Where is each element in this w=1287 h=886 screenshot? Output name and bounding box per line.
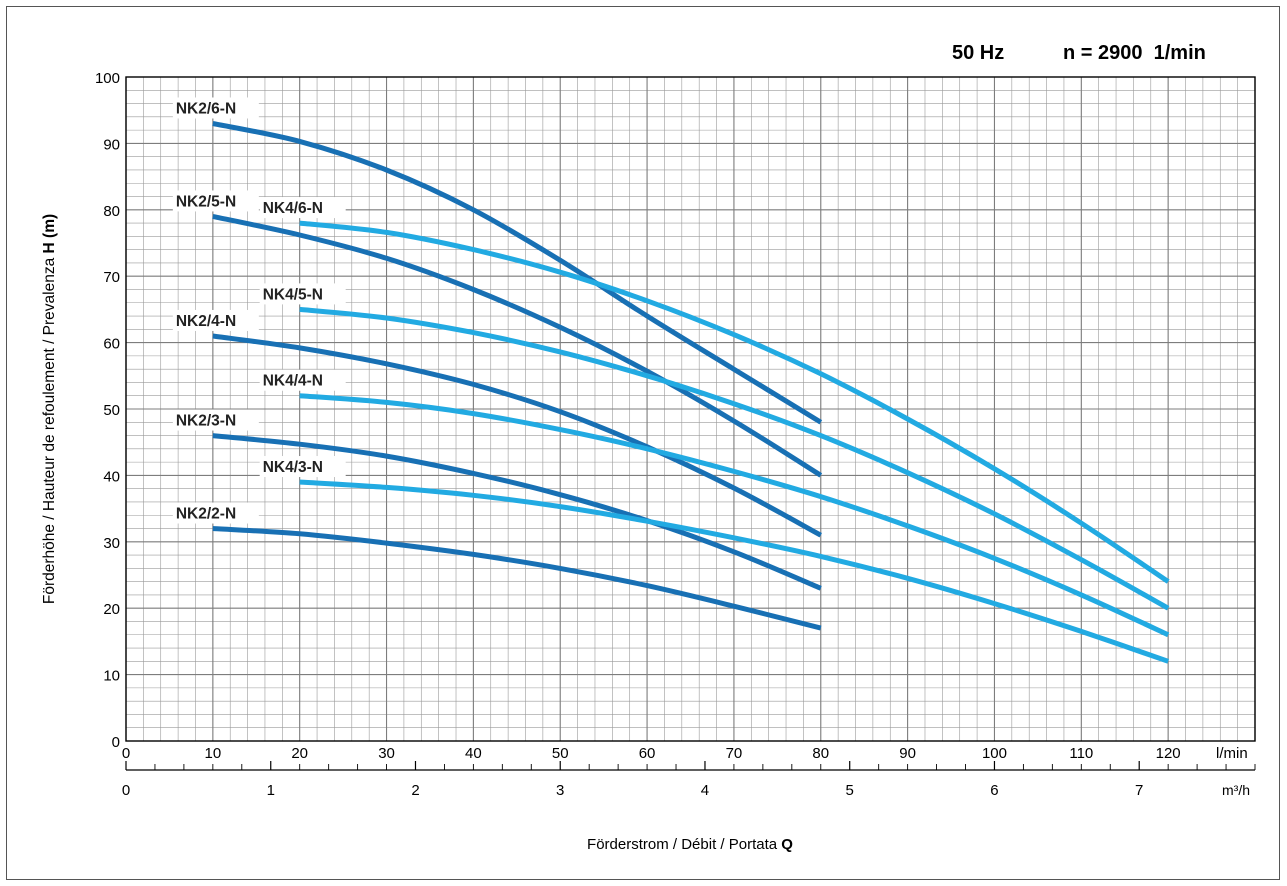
x-tick-label-lmin: 50 (552, 745, 569, 762)
series-line-nk4-6-n (299, 220, 1170, 584)
y-tick-label: 30 (103, 535, 120, 552)
series-label-nk2-4-n: NK2/4-N (176, 313, 236, 330)
x-tick-label-lmin: 60 (639, 745, 656, 762)
x-tick-label-lmin: 10 (205, 745, 222, 762)
series-line-nk2-4-n (212, 333, 822, 538)
grid (125, 76, 1256, 742)
x-tick-label-m3h: 7 (1135, 782, 1143, 799)
x-axis-title-text: Förderstrom / Débit / Portata (587, 836, 781, 853)
series-label-nk4-4-n: NK4/4-N (263, 373, 323, 390)
series-line-nk2-2-n (212, 526, 822, 631)
series-line-nk4-4-n (299, 393, 1170, 638)
x-tick-label-m3h: 5 (846, 782, 854, 799)
y-tick-label: 90 (103, 136, 120, 153)
speed-label: n = 2900 1/min (1063, 42, 1206, 64)
series-label-nk2-2-n: NK2/2-N (176, 506, 236, 523)
frequency-label: 50 Hz (952, 42, 1005, 64)
x-tick-label-m3h: 0 (122, 782, 130, 799)
x-tick-label-lmin: 110 (1069, 745, 1093, 762)
x-tick-label-lmin: 40 (465, 745, 482, 762)
y-axis-title: Förderhöhe / Hauteur de refoulement / Pr… (41, 214, 58, 604)
series-line-nk2-6-n (212, 121, 823, 425)
y-tick-label: 0 (112, 734, 120, 751)
x-tick-label-lmin: 0 (122, 745, 130, 762)
y-tick-label: 80 (103, 203, 120, 220)
x-tick-label-lmin: 30 (378, 745, 395, 762)
series-label-nk2-5-n: NK2/5-N (176, 193, 236, 210)
y-tick-label: 70 (103, 269, 120, 286)
y-axis-title-symbol: H (m) (41, 214, 58, 254)
series (212, 121, 1170, 664)
y-tick-label: 100 (95, 70, 120, 87)
y-tick-label: 20 (103, 601, 120, 618)
series-label-bg-nk4-3-n (259, 456, 346, 478)
series-label-bg-nk2-5-n (172, 190, 259, 212)
x-unit-m3h: m³/h (1222, 782, 1250, 798)
series-label-nk4-3-n: NK4/3-N (263, 459, 323, 476)
series-line-nk2-5-n (212, 213, 823, 478)
series-label-bg-nk2-6-n (172, 97, 259, 119)
x-tick-label-lmin: 90 (899, 745, 916, 762)
series-label-nk4-5-n: NK4/5-N (263, 286, 323, 303)
series-label-nk2-3-n: NK2/3-N (176, 413, 236, 430)
x-tick-label-lmin: 120 (1156, 745, 1181, 762)
series-label-bg-nk4-5-n (259, 283, 346, 305)
x-tick-label-m3h: 3 (556, 782, 564, 799)
series-label-bg-nk2-3-n (172, 409, 259, 431)
chart-frame (6, 6, 1280, 880)
y-tick-label: 40 (103, 468, 120, 485)
x-tick-label-lmin: 100 (982, 745, 1007, 762)
series-line-nk4-5-n (299, 306, 1170, 611)
series-label-bg-nk4-6-n (259, 197, 346, 219)
series-labels: NK2/6-N NK2/5-N NK2/4-N NK2/3-N NK2/2-N NK4/6… (172, 97, 346, 524)
series-label-bg-nk2-2-n (172, 502, 259, 524)
series-line-nk4-3-n (299, 479, 1170, 664)
y-tick-label: 10 (103, 668, 120, 685)
x-unit-lmin: l/min (1216, 745, 1248, 762)
x-tick-label-m3h: 4 (701, 782, 709, 799)
y-axis-title-text: Förderhöhe / Hauteur de refoulement / Pr… (41, 253, 58, 604)
x-tick-label-m3h: 6 (990, 782, 998, 799)
plot-border (125, 76, 1256, 742)
x-tick-label-lmin: 80 (812, 745, 829, 762)
series-line-nk2-3-n (212, 433, 822, 591)
x-tick-label-m3h: 1 (267, 782, 275, 799)
series-label-nk2-6-n: NK2/6-N (176, 100, 236, 117)
x-axis-title-symbol: Q (781, 836, 793, 853)
y-tick-label: 50 (103, 402, 120, 419)
series-label-bg-nk2-4-n (172, 309, 259, 331)
y-tick-label: 60 (103, 336, 120, 353)
series-label-bg-nk4-4-n (259, 369, 346, 391)
x-tick-label-m3h: 2 (411, 782, 419, 799)
x-tick-label-lmin: 20 (291, 745, 308, 762)
x-tick-label-lmin: 70 (726, 745, 743, 762)
x-axis-title: Förderstrom / Débit / Portata Q (587, 836, 793, 853)
series-label-nk4-6-n: NK4/6-N (263, 200, 323, 217)
